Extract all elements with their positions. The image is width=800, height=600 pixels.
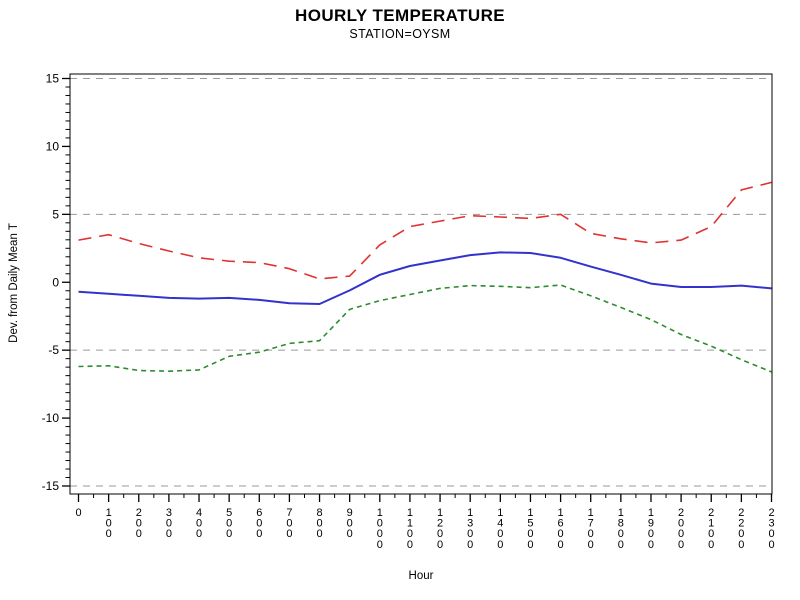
- y-tick-label: -15: [42, 479, 60, 493]
- chart-subtitle: STATION=OYSM: [349, 27, 451, 41]
- y-tick-label: -5: [48, 343, 59, 357]
- y-tick-label: 15: [46, 72, 60, 86]
- y-tick-label: 0: [52, 275, 59, 289]
- y-tick-label: 5: [52, 207, 59, 221]
- x-tick-label: 0: [75, 507, 81, 519]
- y-tick-label: 10: [46, 139, 60, 153]
- y-tick-label: -10: [42, 411, 60, 425]
- series-upper-band-line: [78, 181, 772, 280]
- series-mean-line: [78, 251, 772, 305]
- x-axis-label: Hour: [408, 570, 434, 582]
- plot-frame: [69, 73, 773, 495]
- series-lower-band-line: [78, 284, 772, 373]
- chart-title: HOURLY TEMPERATURE: [295, 6, 505, 25]
